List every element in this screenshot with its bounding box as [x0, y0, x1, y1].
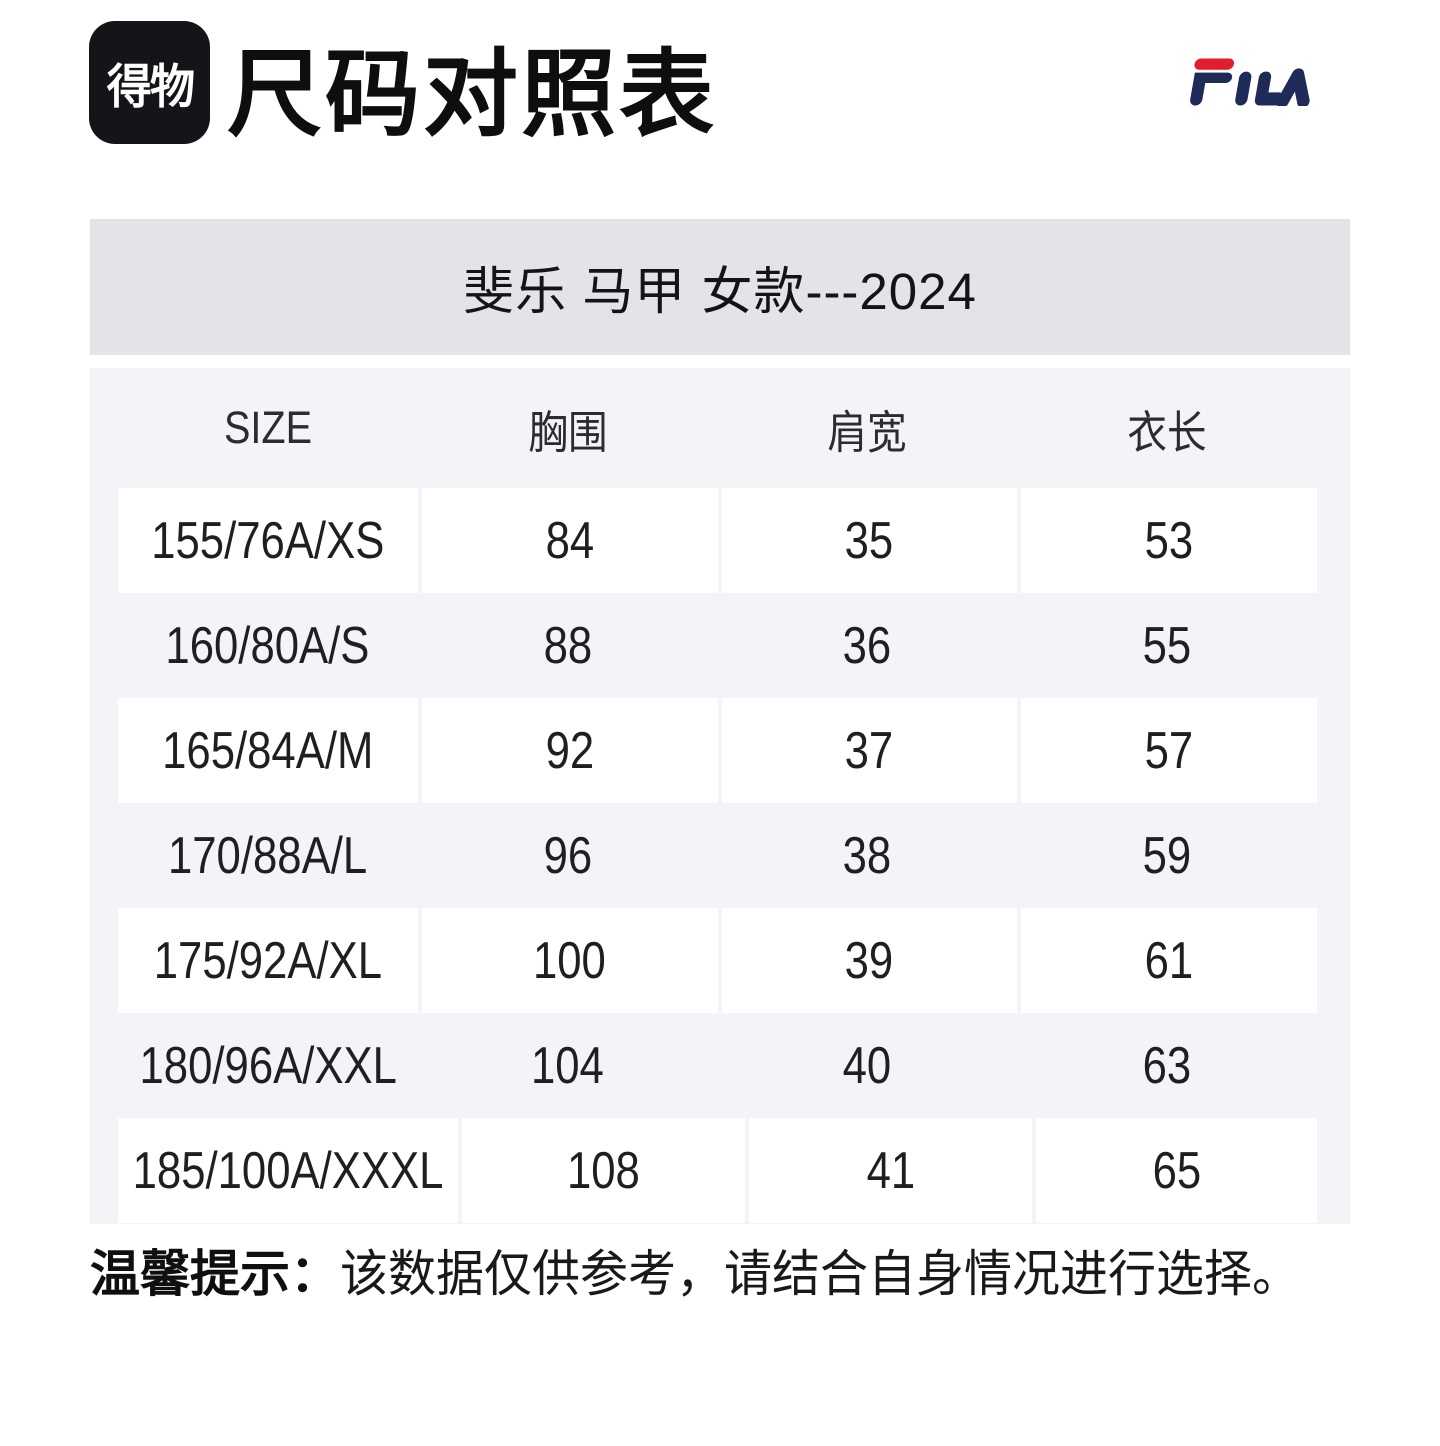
- cell-length: 63: [1142, 1036, 1192, 1095]
- table-row: 175/92A/XL 100 39 61: [90, 908, 1350, 1013]
- cell-chest: 104: [531, 1036, 605, 1095]
- cell-size: 155/76A/XS: [118, 488, 418, 593]
- header-cell-length: 衣长: [1127, 406, 1207, 458]
- dewu-app-logo: 得物: [89, 21, 210, 144]
- table-row: 180/96A/XXL 104 40 63: [90, 1013, 1350, 1118]
- cell-size: 170/88A/L: [168, 826, 368, 885]
- cell-length: 55: [1142, 616, 1192, 675]
- footer-tip: 温馨提示：该数据仅供参考，请结合自身情况进行选择。: [90, 1246, 1340, 1304]
- cell-shoulder: 39: [717, 908, 1018, 1013]
- size-table: SIZE 胸围 肩宽 衣长 155/76A/XS 84 35 53 160/80…: [90, 368, 1350, 1224]
- cell-chest: 96: [543, 826, 592, 885]
- cell-shoulder: 41: [745, 1118, 1032, 1223]
- cell-length: 57: [1017, 698, 1317, 803]
- cell-length: 65: [1032, 1118, 1317, 1223]
- tip-label: 温馨提示：: [90, 1246, 340, 1302]
- table-row: 155/76A/XS 84 35 53: [90, 488, 1350, 593]
- fila-l: [1254, 71, 1285, 106]
- cell-shoulder: 38: [843, 826, 892, 885]
- cell-chest: 84: [417, 488, 718, 593]
- fila-a: [1276, 68, 1310, 106]
- header-cell-chest: 胸围: [528, 406, 608, 458]
- table-row: 170/88A/L 96 38 59: [90, 803, 1350, 908]
- cell-shoulder: 37: [717, 698, 1018, 803]
- cell-size: 175/92A/XL: [118, 908, 418, 1013]
- cell-size: 165/84A/M: [118, 698, 418, 803]
- cell-length: 61: [1017, 908, 1317, 1013]
- cell-chest: 92: [417, 698, 718, 803]
- cell-size: 185/100A/XXXL: [118, 1118, 458, 1223]
- fila-i: [1235, 71, 1252, 106]
- fila-f-body: [1190, 72, 1233, 106]
- cell-shoulder: 36: [843, 616, 892, 675]
- fila-f-red-bar: [1194, 58, 1235, 70]
- tip-text: 该数据仅供参考，请结合自身情况进行选择。: [340, 1246, 1300, 1302]
- product-title-bar: 斐乐 马甲 女款---2024: [90, 219, 1350, 355]
- cell-shoulder: 35: [717, 488, 1018, 593]
- cell-size: 160/80A/S: [165, 616, 370, 675]
- product-title: 斐乐 马甲 女款---2024: [463, 263, 977, 320]
- table-row: 160/80A/S 88 36 55: [90, 593, 1350, 698]
- dewu-logo-text: 得物: [106, 60, 194, 113]
- header-cell-shoulder: 肩宽: [827, 406, 907, 458]
- table-row: 165/84A/M 92 37 57: [90, 698, 1350, 803]
- cell-chest: 108: [458, 1118, 745, 1223]
- fila-brand-logo: [1190, 58, 1310, 106]
- cell-length: 53: [1017, 488, 1317, 593]
- cell-chest: 88: [543, 616, 592, 675]
- table-header-row: SIZE 胸围 肩宽 衣长: [90, 368, 1350, 488]
- page-title: 尺码对照表: [227, 42, 718, 148]
- table-row: 185/100A/XXXL 108 41 65: [90, 1118, 1350, 1223]
- cell-shoulder: 40: [843, 1036, 892, 1095]
- header-cell-size: SIZE: [223, 402, 312, 453]
- cell-size: 180/96A/XXL: [139, 1036, 397, 1095]
- cell-chest: 100: [417, 908, 718, 1013]
- cell-length: 59: [1142, 826, 1192, 885]
